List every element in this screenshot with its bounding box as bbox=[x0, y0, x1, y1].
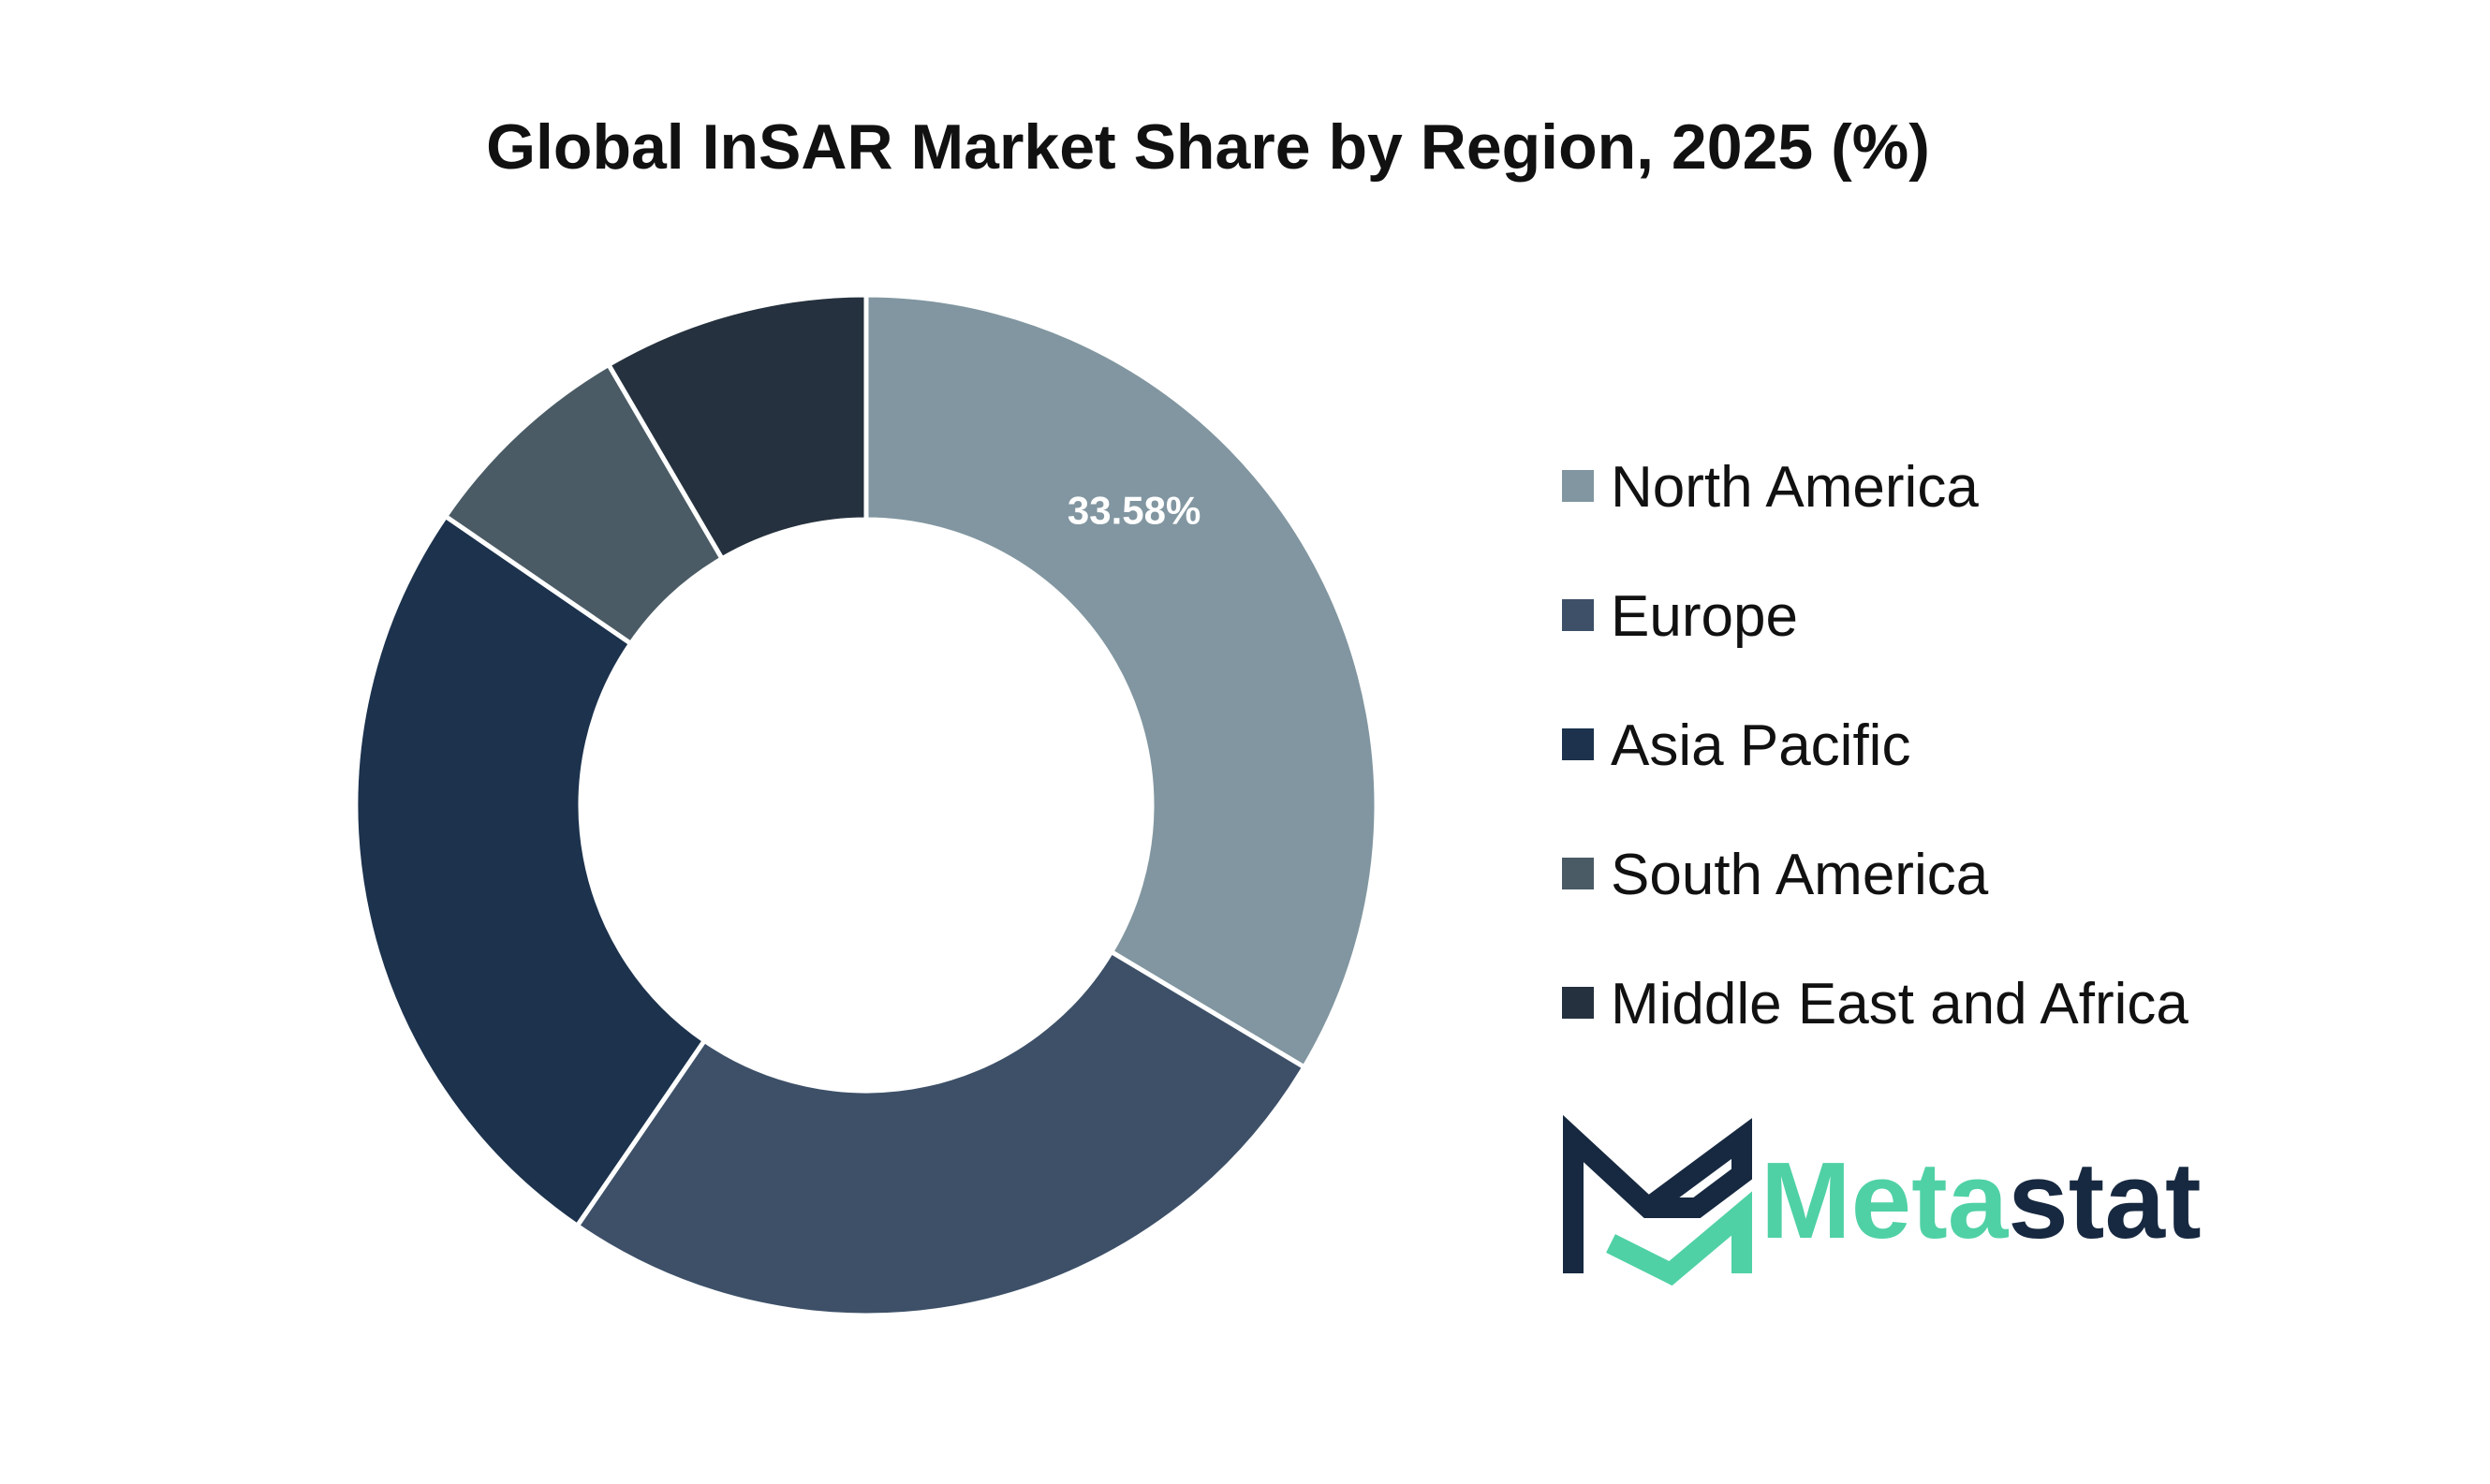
slice-middle-east-and-africa bbox=[605, 292, 869, 563]
donut-chart bbox=[353, 292, 1379, 1318]
slice-asia-pacific bbox=[353, 512, 708, 1229]
legend-swatch bbox=[1562, 599, 1594, 631]
chart-title: Global InSAR Market Share by Region, 202… bbox=[486, 111, 1930, 183]
legend-label: Asia Pacific bbox=[1611, 713, 1910, 778]
logo-wordmark: Metastat bbox=[1761, 1139, 2202, 1261]
legend: North America Europe Asia Pacific South Ame… bbox=[1562, 455, 2188, 1036]
legend-swatch bbox=[1562, 728, 1594, 760]
legend-label: North America bbox=[1611, 455, 1979, 520]
legend-label: Europe bbox=[1611, 584, 1798, 649]
legend-swatch bbox=[1562, 470, 1594, 502]
slice-europe bbox=[573, 948, 1308, 1318]
metastat-logo: Metastat bbox=[1563, 1114, 2202, 1286]
data-label-north-america: 33.58% bbox=[1068, 489, 1201, 533]
legend-label: South America bbox=[1611, 843, 1989, 907]
legend-swatch bbox=[1562, 987, 1594, 1019]
legend-label: Middle East and Africa bbox=[1611, 972, 2188, 1036]
legend-swatch bbox=[1562, 858, 1594, 889]
slice-north-america bbox=[863, 292, 1379, 1071]
metastat-logo-icon bbox=[1563, 1114, 1752, 1286]
data-labels: 33.58% bbox=[1068, 489, 1201, 533]
